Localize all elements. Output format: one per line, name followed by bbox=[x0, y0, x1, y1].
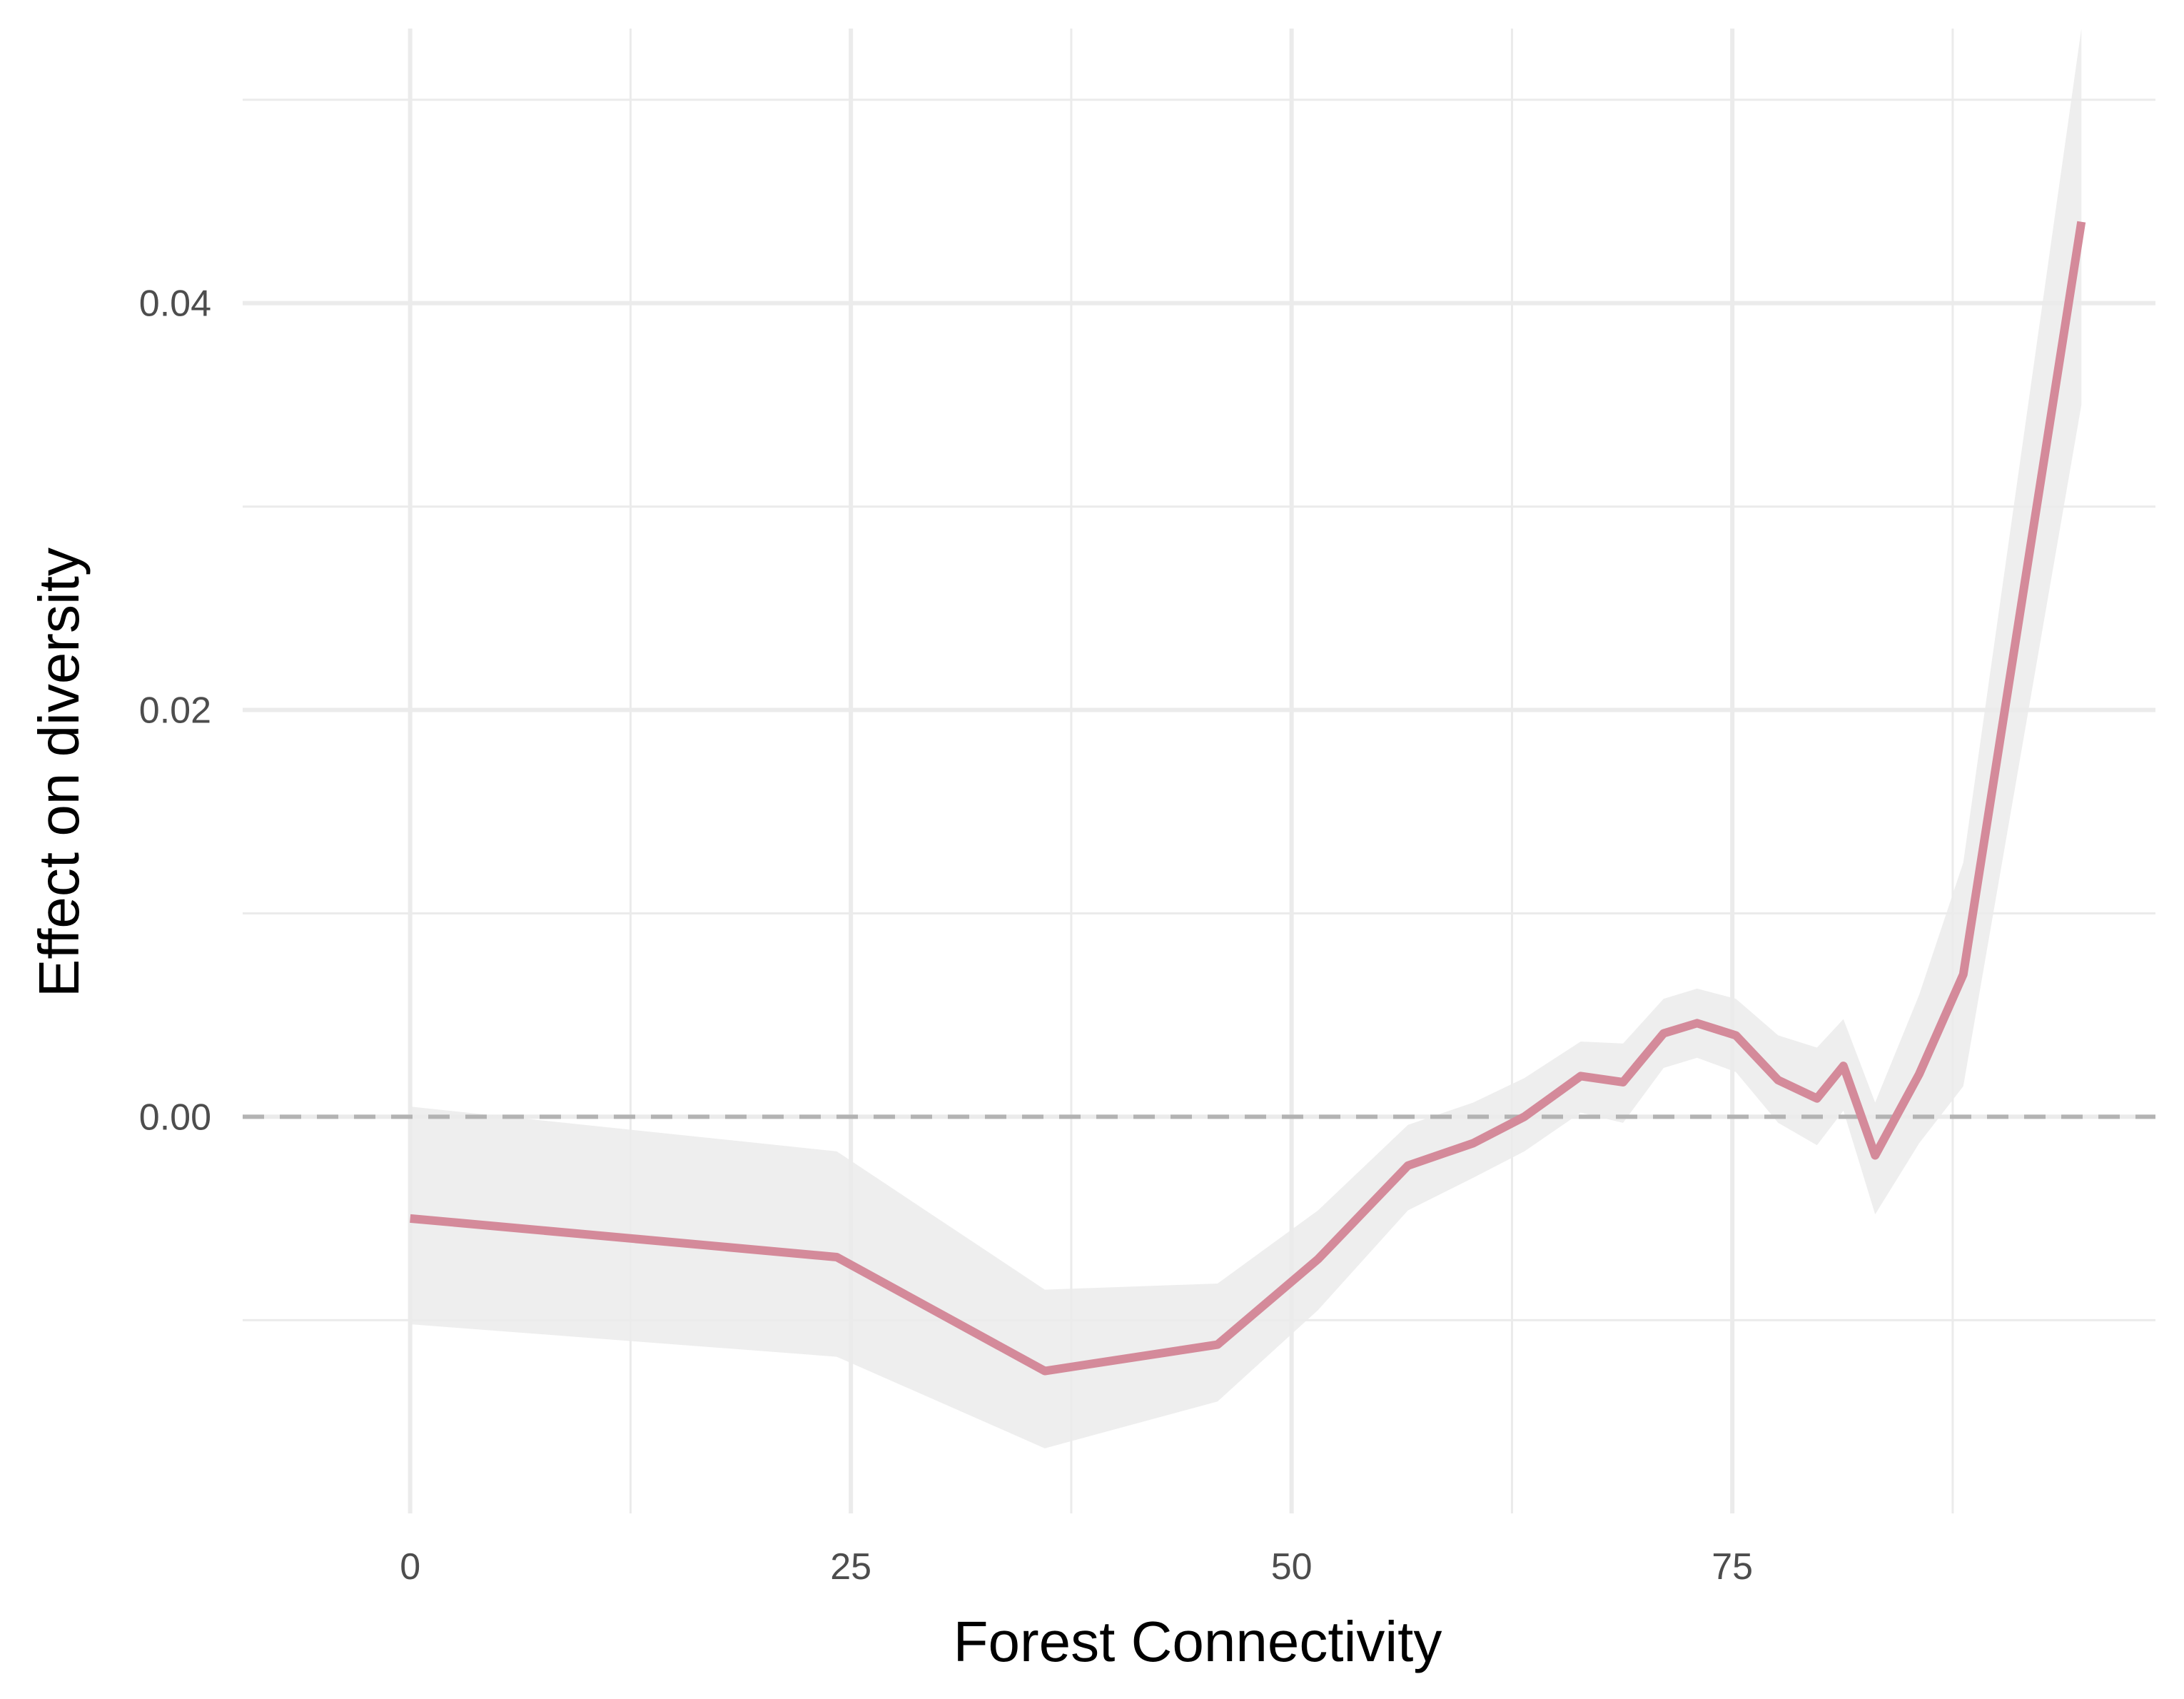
effect-line-group bbox=[410, 221, 2086, 1376]
y-tick-label-0: 0.00 bbox=[139, 1096, 211, 1138]
y-tick-labels: 0.00 0.02 0.04 bbox=[139, 283, 211, 1139]
y-tick-label-2: 0.04 bbox=[139, 283, 211, 325]
minor-gridlines bbox=[243, 29, 2155, 1513]
x-tick-label-1: 25 bbox=[830, 1546, 871, 1588]
y-tick-label-1: 0.02 bbox=[139, 690, 211, 732]
x-tick-labels: 0 25 50 75 bbox=[400, 1546, 1753, 1588]
confidence-band-0 bbox=[410, 29, 2082, 1448]
y-axis-title: Effect on diversity bbox=[27, 548, 91, 997]
x-axis-title: Forest Connectivity bbox=[954, 1610, 1442, 1673]
effect-line-0 bbox=[410, 221, 2086, 1376]
x-tick-label-0: 0 bbox=[400, 1546, 420, 1588]
x-tick-label-3: 75 bbox=[1712, 1546, 1753, 1588]
x-tick-label-2: 50 bbox=[1271, 1546, 1313, 1588]
confidence-band-group bbox=[410, 29, 2082, 1448]
